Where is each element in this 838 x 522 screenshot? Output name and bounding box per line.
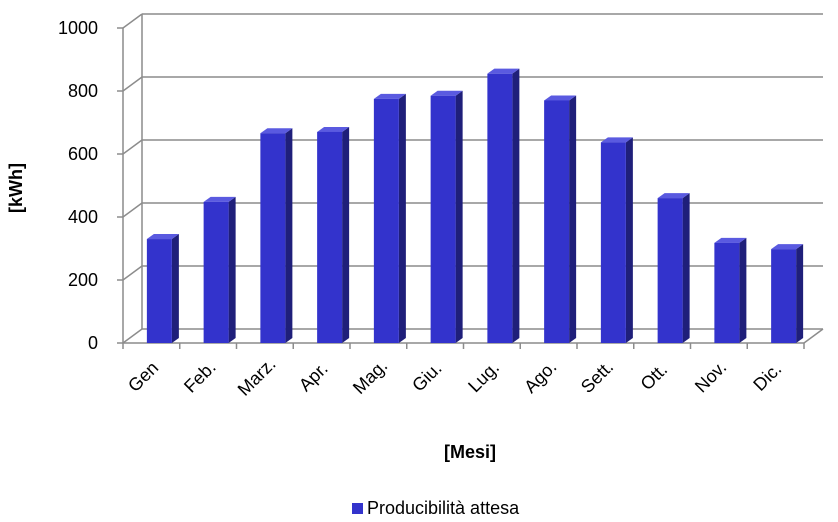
bar <box>714 237 747 343</box>
bar <box>544 95 577 343</box>
bar <box>373 93 406 343</box>
bar-top <box>317 126 350 132</box>
bar-front <box>657 198 683 343</box>
bar-front <box>430 95 456 343</box>
x-tick-label: Sett. <box>577 357 617 397</box>
bar-side <box>569 95 577 343</box>
y-tick-label: 1000 <box>58 18 98 38</box>
grid <box>122 13 823 344</box>
bar <box>260 128 293 343</box>
bar-front <box>771 249 797 343</box>
bar-front <box>544 100 570 343</box>
bar-front <box>203 201 229 343</box>
x-axis-title: [Mesi] <box>444 442 496 462</box>
bar-side <box>398 93 406 343</box>
bar-top <box>203 196 236 202</box>
x-tick-label: Lug. <box>464 357 503 396</box>
axes <box>117 27 824 349</box>
bar-side <box>171 234 179 343</box>
x-tick-label: Mag. <box>349 356 391 398</box>
bar <box>146 234 179 343</box>
bar-front <box>600 142 626 343</box>
bar-top <box>146 234 179 240</box>
gridline-diagonal <box>122 202 143 218</box>
x-tick-label: Marz. <box>234 354 280 400</box>
bar <box>657 193 690 343</box>
y-tick-label: 200 <box>68 270 98 290</box>
bar <box>600 137 633 343</box>
bar-front <box>317 131 343 343</box>
bar-front <box>487 73 513 344</box>
bar-top <box>600 137 633 143</box>
bar-front <box>373 98 399 343</box>
bar <box>430 90 463 343</box>
bar-side <box>682 193 690 343</box>
bar-top <box>771 244 804 250</box>
bar-top <box>373 93 406 99</box>
bar <box>771 244 804 343</box>
gridline-diagonal <box>122 139 143 155</box>
bar-top <box>544 95 577 101</box>
bar-side <box>625 137 633 343</box>
floor-edge <box>803 328 824 344</box>
bar <box>317 126 350 343</box>
x-tick-label: Ago. <box>520 357 560 397</box>
y-tick-label: 0 <box>88 333 98 353</box>
bar-front <box>146 239 172 343</box>
bar-front <box>714 242 740 343</box>
bar <box>203 196 236 343</box>
bar-top <box>714 237 747 243</box>
bar-side <box>796 244 804 343</box>
bar-side <box>228 196 236 343</box>
legend-swatch <box>352 503 363 514</box>
x-tick-label: Apr. <box>295 358 332 395</box>
x-tick-label: Giu. <box>408 358 445 395</box>
y-tick-labels: 0 200 400 600 800 1000 <box>58 18 98 353</box>
gridline-diagonal <box>122 13 143 29</box>
y-tick-label: 400 <box>68 207 98 227</box>
y-axis-title: [kWh] <box>6 163 26 213</box>
gridline-diagonal <box>122 265 143 281</box>
x-tick-label: Dic. <box>749 359 785 395</box>
y-tick-label: 800 <box>68 81 98 101</box>
x-tick-label: Nov. <box>691 357 730 396</box>
bar-side <box>342 126 350 343</box>
bars <box>146 68 804 344</box>
legend: Producibilità attesa <box>352 498 520 518</box>
bar-side <box>512 68 520 344</box>
bar-front <box>260 133 286 343</box>
legend-label: Producibilità attesa <box>367 498 520 518</box>
bar-top <box>430 90 463 96</box>
x-tick-labels: Gen Feb. Marz. Apr. Mag. Giu. Lug. Ago. Sett. Ott… <box>124 354 785 400</box>
bar-side <box>285 128 293 343</box>
bar-top <box>657 193 690 199</box>
x-tick-label: Gen <box>124 358 162 396</box>
bar <box>487 68 520 344</box>
bar-top <box>260 128 293 134</box>
bar-side <box>455 90 463 343</box>
x-tick-label: Ott. <box>637 359 672 394</box>
x-tick-label: Feb. <box>180 357 220 397</box>
gridline-diagonal <box>122 76 143 92</box>
y-tick-label: 600 <box>68 144 98 164</box>
gridline-diagonal <box>122 328 143 344</box>
bar-top <box>487 68 520 74</box>
bar-side <box>739 237 747 343</box>
